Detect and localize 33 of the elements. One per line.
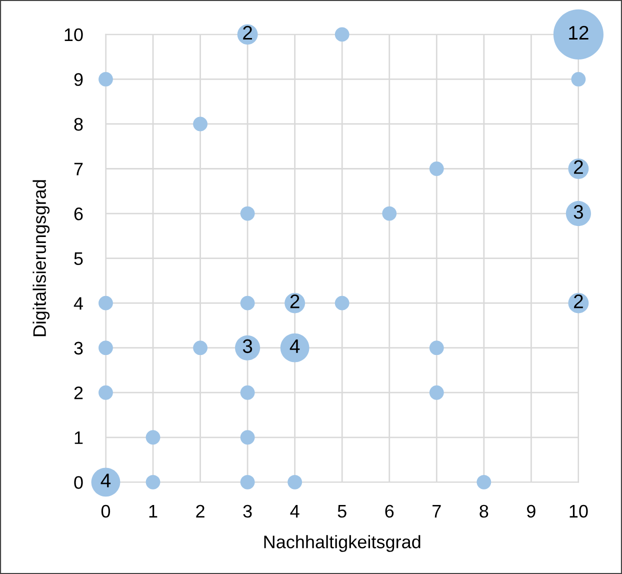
y-tick-label: 2: [74, 386, 83, 400]
x-tick-label: 0: [101, 504, 110, 518]
x-tick-label: 7: [432, 505, 441, 518]
y-tick-label: 4: [74, 297, 83, 310]
x-tick-label: 2: [196, 504, 204, 518]
x-tick-label: 4: [290, 505, 300, 518]
y-tick-label: 7: [74, 162, 83, 176]
y-tick-label: 6: [74, 207, 83, 220]
y-tick-label: 3: [74, 342, 83, 355]
y-tick-label: 8: [74, 118, 83, 131]
x-tick-label: 1: [149, 505, 158, 518]
x-axis-title: Nachhaltigkeitsgrad: [264, 535, 420, 552]
y-tick-label: 0: [74, 476, 83, 489]
annotation: 12: [569, 26, 588, 40]
y-tick-label: 5: [74, 252, 83, 266]
annotation: 4: [290, 339, 300, 353]
annotation: 2: [574, 294, 583, 308]
x-tick-label: 8: [480, 504, 488, 518]
annotation: 2: [574, 160, 583, 174]
annotation: 3: [242, 339, 252, 354]
annotation: 3: [574, 204, 584, 219]
x-tick-label: 3: [243, 504, 252, 518]
x-tick-label: 9: [527, 504, 536, 518]
y-tick-label: 10: [64, 28, 83, 42]
annotation: 4: [100, 474, 111, 488]
y-tick-label: 9: [74, 73, 83, 86]
x-tick-label: 10: [570, 504, 588, 518]
x-tick-label: 6: [385, 504, 394, 518]
x-tick-label: 5: [338, 505, 346, 518]
annotation: 2: [290, 294, 300, 308]
y-axis-title: Digitalisierungsgrad: [32, 180, 50, 336]
y-tick-label: 1: [74, 432, 83, 444]
annotation: 2: [243, 26, 252, 40]
